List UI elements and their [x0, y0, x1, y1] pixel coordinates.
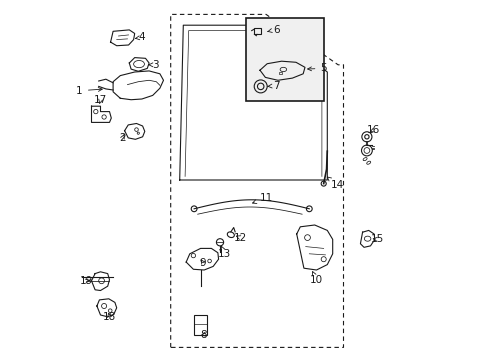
Bar [194, 315, 206, 335]
Text: 6: 6 [267, 24, 279, 35]
Text: 7: 7 [267, 81, 280, 91]
Text: 14: 14 [326, 177, 343, 190]
Text: 19: 19 [80, 276, 93, 286]
Bar [254, 28, 261, 34]
Text: 16: 16 [366, 125, 379, 135]
Text: 13: 13 [218, 246, 231, 259]
Text: 4: 4 [135, 32, 145, 42]
Text: 10: 10 [309, 271, 323, 285]
Bar [278, 72, 282, 74]
Text: 11: 11 [252, 193, 272, 203]
Text: 18: 18 [102, 312, 116, 322]
Text: 8: 8 [200, 330, 206, 340]
Text: 17: 17 [94, 95, 107, 105]
Text: 9: 9 [200, 258, 206, 268]
Text: 2: 2 [119, 132, 126, 143]
Text: 5: 5 [307, 63, 326, 73]
Text: 3: 3 [148, 60, 158, 70]
Bar [246, 18, 323, 101]
Text: 12: 12 [233, 233, 246, 243]
Text: 15: 15 [370, 234, 384, 244]
Text: 1: 1 [76, 86, 102, 96]
